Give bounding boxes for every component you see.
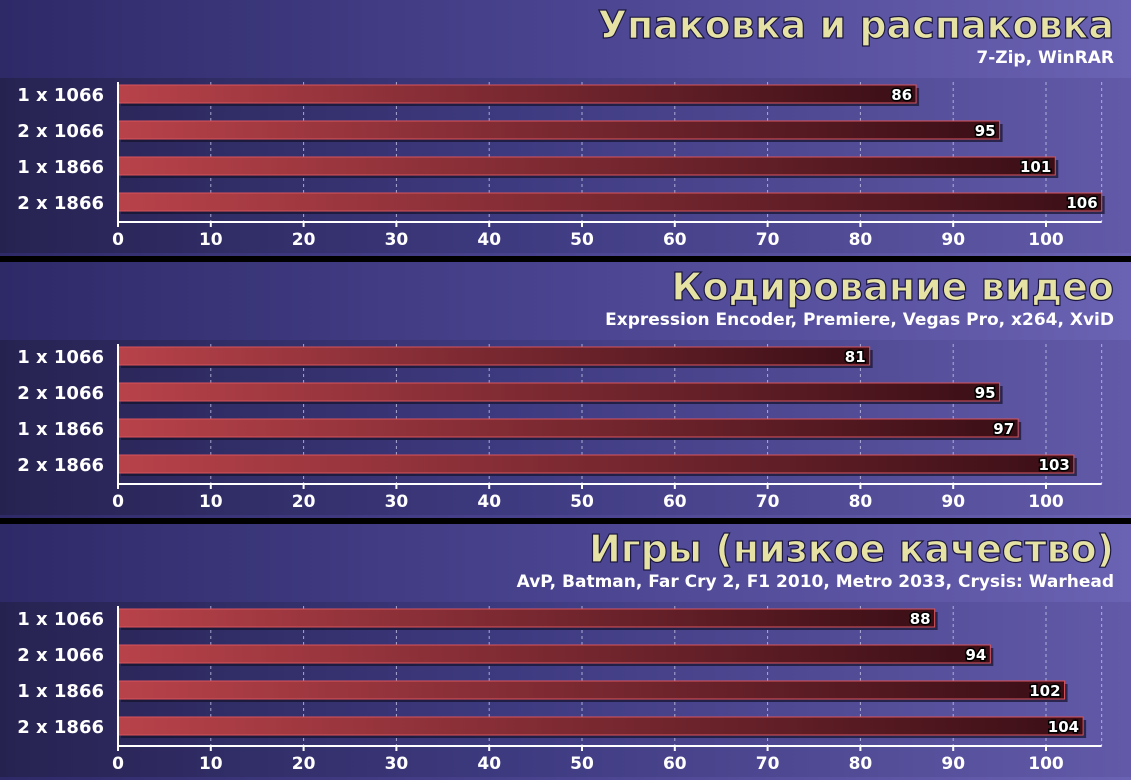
tick-label: 80 [849,492,873,512]
data-label: 95 [975,384,996,402]
bar [117,644,991,664]
tick-label: 40 [477,754,501,774]
chart-subtitle: 7-Zip, WinRAR [976,48,1114,68]
bar [117,454,1075,474]
data-label: 97 [993,420,1014,438]
tick-label: 60 [663,230,687,250]
data-label: 95 [975,122,996,140]
category-label: 2 x 1066 [17,645,104,666]
tick-label: 70 [756,492,780,512]
tick-label: 60 [663,754,687,774]
bar [117,382,1001,402]
category-label: 2 x 1866 [17,193,104,214]
tick-label: 30 [385,492,409,512]
bar [117,716,1084,736]
bar [117,120,1001,140]
tick-label: 20 [292,230,316,250]
tick-label: 50 [570,230,594,250]
tick-label: 100 [1028,754,1064,774]
category-label: 1 x 1866 [17,419,104,440]
tick-label: 50 [570,492,594,512]
tick-label: 20 [292,754,316,774]
data-label: 101 [1020,158,1051,176]
data-label: 94 [965,646,986,664]
chart-title: Кодирование видео [671,265,1114,309]
tick-label: 0 [112,492,124,512]
tick-label: 10 [199,230,223,250]
data-label: 104 [1048,718,1079,736]
tick-label: 0 [112,230,124,250]
category-label: 1 x 1066 [17,347,104,368]
tick-label: 70 [756,754,780,774]
bar [117,192,1103,212]
data-label: 86 [891,86,912,104]
tick-label: 70 [756,230,780,250]
tick-label: 10 [199,754,223,774]
tick-label: 40 [477,230,501,250]
bar [117,418,1019,438]
data-label: 88 [910,610,931,628]
category-label: 1 x 1066 [17,85,104,106]
bar [117,156,1056,176]
chart-title: Игры (низкое качество) [589,527,1114,571]
tick-label: 40 [477,492,501,512]
category-label: 2 x 1066 [17,383,104,404]
chart-svg: Игры (низкое качество)AvP, Batman, Far C… [0,524,1131,780]
tick-label: 100 [1028,230,1064,250]
tick-label: 0 [112,754,124,774]
chart-title: Упаковка и распаковка [598,3,1114,47]
bar [117,680,1066,700]
tick-label: 60 [663,492,687,512]
chart-panel-1: Упаковка и распаковка 7-Zip, WinRAR 1 x 10… [0,0,1131,256]
category-label: 1 x 1866 [17,157,104,178]
category-label: 1 x 1066 [17,609,104,630]
bar [117,608,936,628]
tick-label: 50 [570,754,594,774]
tick-label: 30 [385,754,409,774]
tick-label: 90 [941,754,965,774]
tick-label: 20 [292,492,316,512]
chart-panel-2: Кодирование видео Expression Encoder, Pre… [0,262,1131,518]
chart-subtitle: Expression Encoder, Premiere, Vegas Pro,… [605,310,1114,330]
category-label: 1 x 1866 [17,681,104,702]
data-label: 103 [1039,456,1070,474]
data-label: 81 [845,348,866,366]
bar [117,346,871,366]
tick-label: 90 [941,230,965,250]
tick-label: 10 [199,492,223,512]
data-label: 102 [1029,682,1060,700]
chart-panel-3: Игры (низкое качество) AvP, Batman, Far C… [0,524,1131,780]
data-label: 106 [1066,194,1097,212]
tick-label: 80 [849,230,873,250]
category-label: 2 x 1866 [17,455,104,476]
category-label: 2 x 1066 [17,121,104,142]
tick-label: 30 [385,230,409,250]
tick-label: 100 [1028,492,1064,512]
category-label: 2 x 1866 [17,717,104,738]
tick-label: 80 [849,754,873,774]
bar [117,84,917,104]
tick-label: 90 [941,492,965,512]
chart-subtitle: AvP, Batman, Far Cry 2, F1 2010, Metro 2… [517,572,1114,592]
